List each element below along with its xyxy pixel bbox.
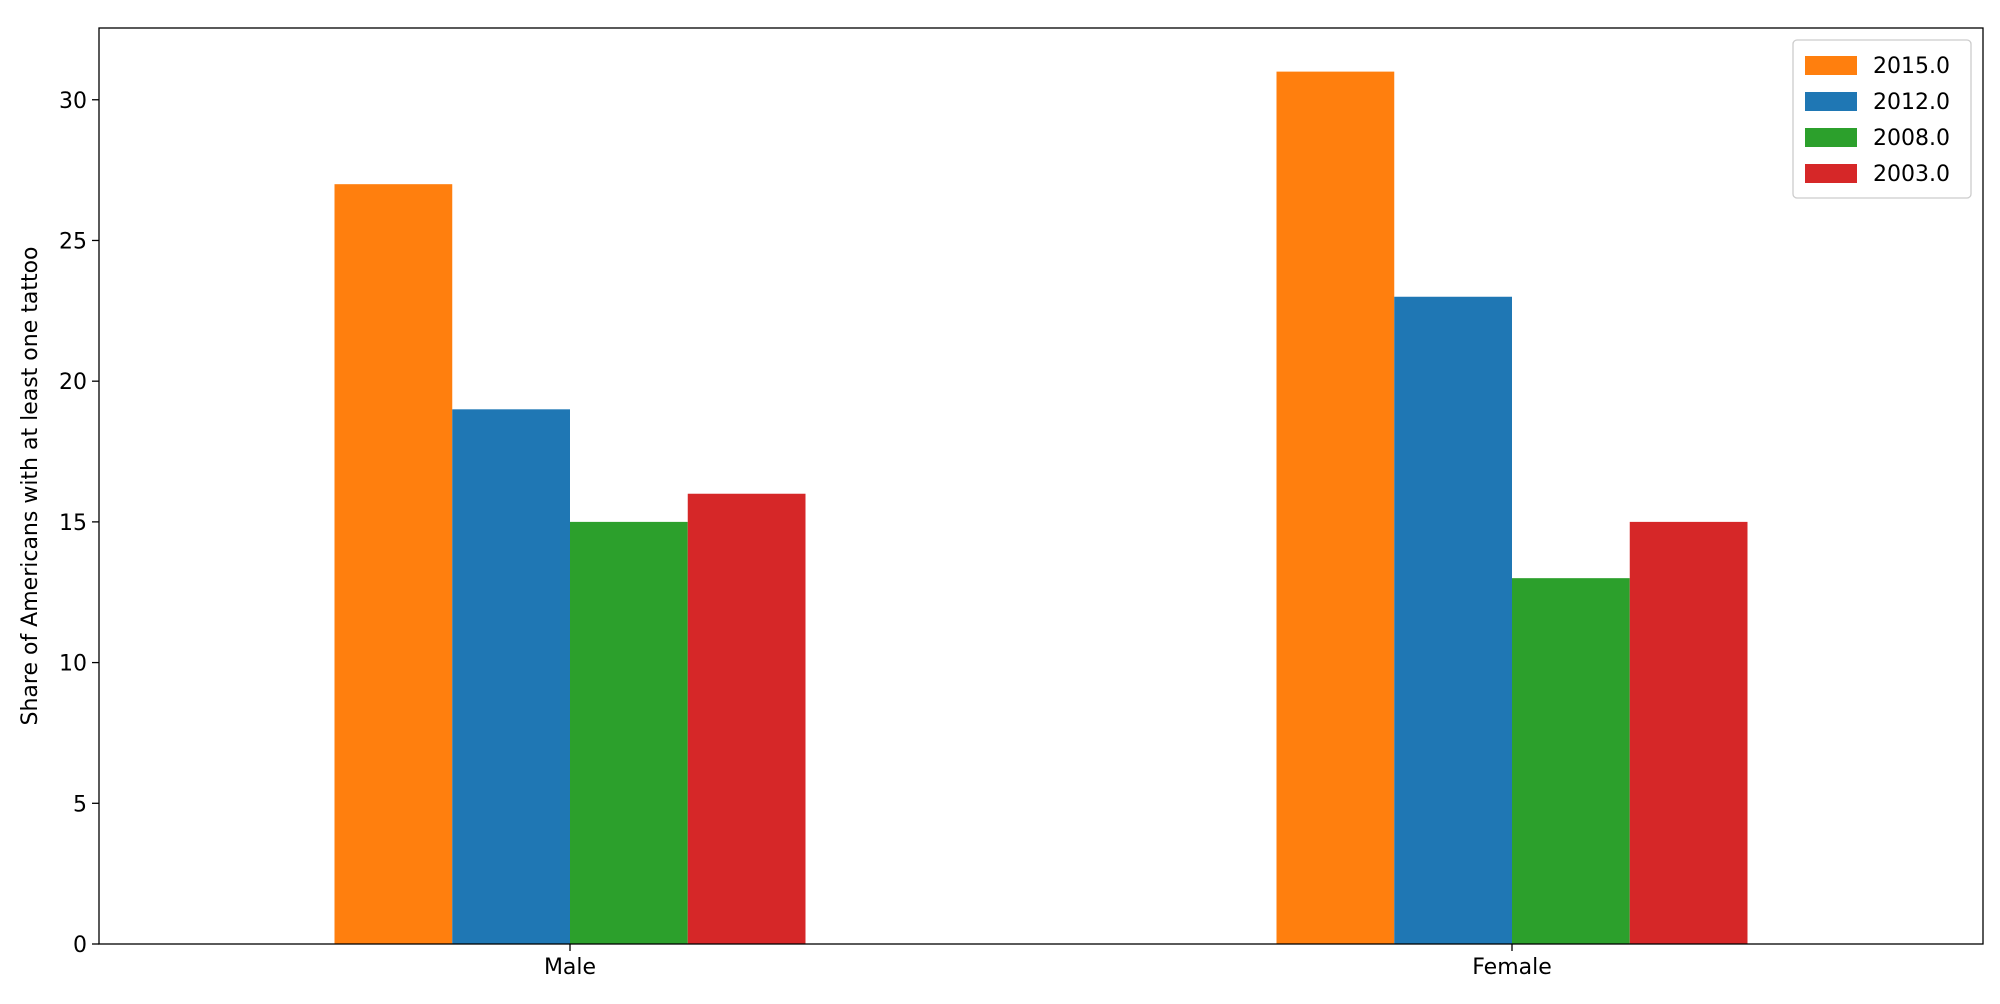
y-tick-label: 15 xyxy=(59,511,87,536)
x-tick-label: Female xyxy=(1472,955,1552,980)
legend-swatch xyxy=(1805,92,1857,111)
y-axis-label: Share of Americans with at least one tat… xyxy=(18,246,43,725)
legend-label: 2015.0 xyxy=(1873,54,1950,79)
x-tick-label: Male xyxy=(544,955,596,980)
legend-label: 2012.0 xyxy=(1873,90,1950,115)
legend-swatch xyxy=(1805,56,1857,75)
y-tick-label: 10 xyxy=(59,652,87,677)
y-tick-label: 30 xyxy=(59,89,87,114)
legend: 2015.0 2012.0 2008.0 2003.0 xyxy=(1792,39,1972,199)
bar-2012.0-male xyxy=(452,409,570,944)
legend-box xyxy=(1792,39,1972,199)
bars xyxy=(334,71,1748,945)
legend-label: 2003.0 xyxy=(1873,162,1950,187)
y-tick-label: 5 xyxy=(73,792,87,817)
bar-2008.0-male xyxy=(570,521,688,944)
legend-label: 2008.0 xyxy=(1873,126,1950,151)
y-tick-label: 0 xyxy=(73,933,87,958)
y-axis-ticks: 0 5 10 15 20 25 30 xyxy=(59,89,99,958)
legend-swatch xyxy=(1805,128,1857,147)
bar-2003.0-male xyxy=(687,493,806,944)
bar-2015.0-female xyxy=(1276,71,1395,945)
bar-2003.0-female xyxy=(1629,521,1748,944)
x-axis-ticks: Male Female xyxy=(544,944,1552,980)
y-tick-label: 20 xyxy=(59,370,87,395)
y-tick-label: 25 xyxy=(59,229,87,254)
bar-2008.0-female xyxy=(1512,578,1630,944)
plot-frame xyxy=(98,27,1984,945)
bar-2012.0-female xyxy=(1394,296,1512,944)
bar-2015.0-male xyxy=(334,184,453,944)
legend-swatch xyxy=(1805,164,1857,183)
